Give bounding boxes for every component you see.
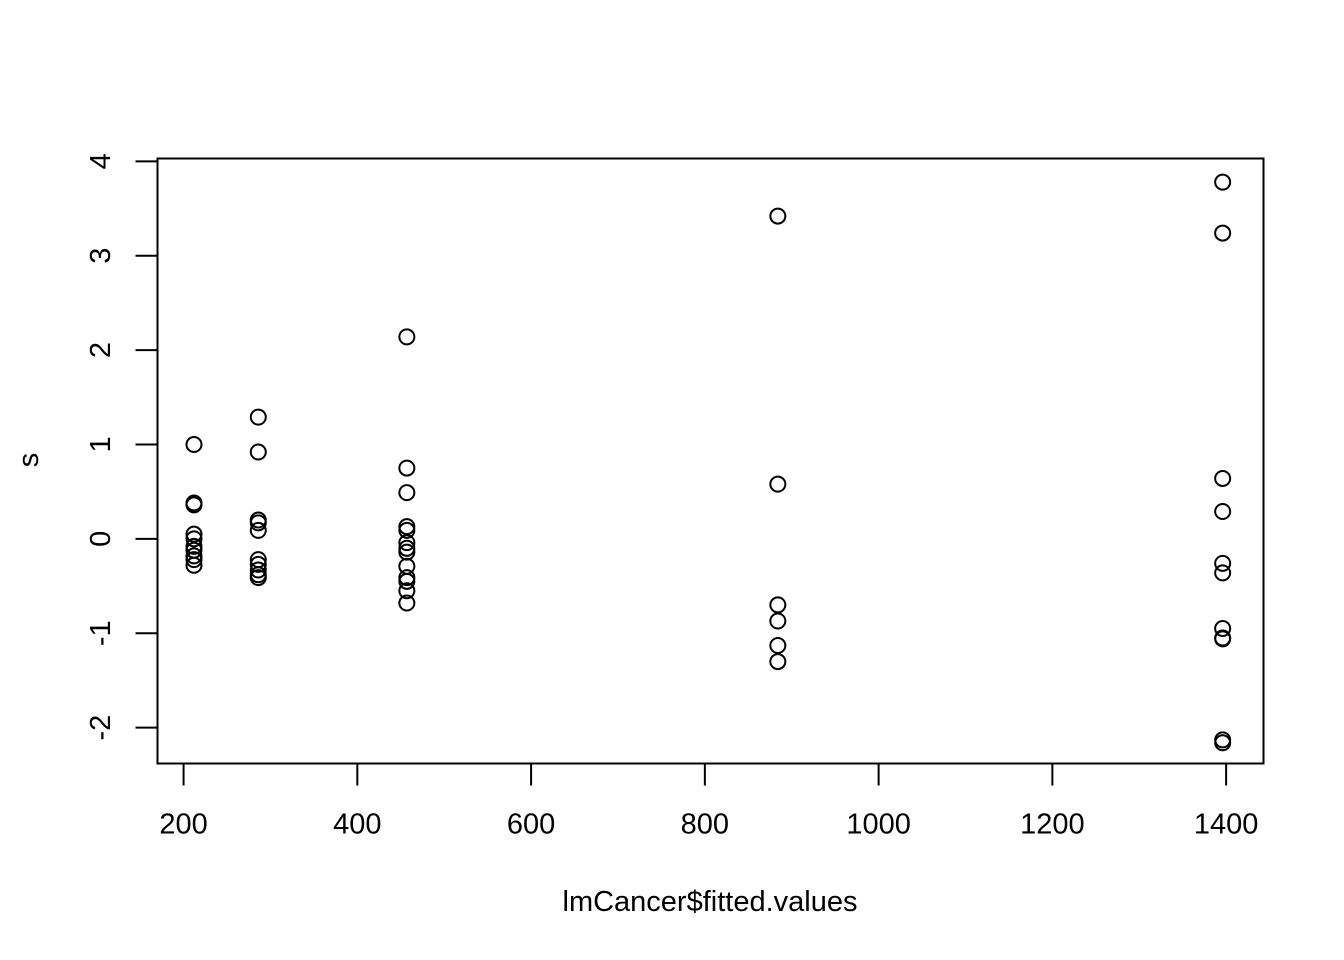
data-point xyxy=(1214,564,1232,582)
data-point xyxy=(249,561,267,579)
y-tick-label: -1 xyxy=(85,620,117,646)
data-point xyxy=(249,408,267,426)
data-point xyxy=(1214,469,1232,487)
y-axis: -2 -1 0 1 2 3 4 xyxy=(85,153,159,741)
data-point xyxy=(1214,630,1232,648)
data-point xyxy=(185,530,203,548)
data-point xyxy=(185,496,203,514)
y-tick-label: 0 xyxy=(85,531,117,547)
data-point xyxy=(398,594,416,612)
x-axis: 200 400 600 800 1000 1200 1400 xyxy=(159,762,1259,841)
data-point xyxy=(398,518,416,536)
data-point xyxy=(769,207,787,225)
data-point xyxy=(249,555,267,573)
data-point xyxy=(185,525,203,543)
x-tick-label: 400 xyxy=(333,809,381,841)
x-tick-label: 200 xyxy=(159,809,207,841)
data-point xyxy=(1214,173,1232,191)
data-point xyxy=(769,637,787,655)
data-point xyxy=(1214,554,1232,572)
data-point xyxy=(249,569,267,587)
data-point xyxy=(249,443,267,461)
data-point xyxy=(249,514,267,532)
data-point xyxy=(185,435,203,453)
data-point xyxy=(769,475,787,493)
data-point xyxy=(398,484,416,502)
x-axis-title: lmCancer$fitted.values xyxy=(563,886,858,918)
data-point xyxy=(398,534,416,552)
data-point xyxy=(185,556,203,574)
data-point xyxy=(398,328,416,346)
y-tick-label: 4 xyxy=(85,153,117,169)
data-point xyxy=(1214,502,1232,520)
data-point xyxy=(185,551,203,569)
y-tick-label: 3 xyxy=(85,248,117,264)
data-point xyxy=(769,612,787,630)
x-tick-label: 1000 xyxy=(846,809,911,841)
data-point xyxy=(398,521,416,539)
data-point xyxy=(398,572,416,590)
data-point xyxy=(249,521,267,539)
data-point xyxy=(1214,620,1232,638)
data-point xyxy=(769,596,787,614)
x-tick-label: 1400 xyxy=(1194,809,1259,841)
y-tick-label: -2 xyxy=(85,715,117,741)
data-point xyxy=(398,582,416,600)
y-axis-title: s xyxy=(13,453,45,468)
x-tick-label: 1200 xyxy=(1020,809,1085,841)
data-point xyxy=(1214,734,1232,752)
data-point xyxy=(398,459,416,477)
plot-frame xyxy=(156,157,1265,765)
data-point xyxy=(1214,224,1232,242)
y-tick-label: 2 xyxy=(85,342,117,358)
data-point xyxy=(398,543,416,561)
x-tick-label: 800 xyxy=(681,809,729,841)
x-tick-label: 600 xyxy=(507,809,555,841)
data-point xyxy=(769,653,787,671)
y-tick-label: 1 xyxy=(85,436,117,452)
data-points xyxy=(185,173,1232,752)
